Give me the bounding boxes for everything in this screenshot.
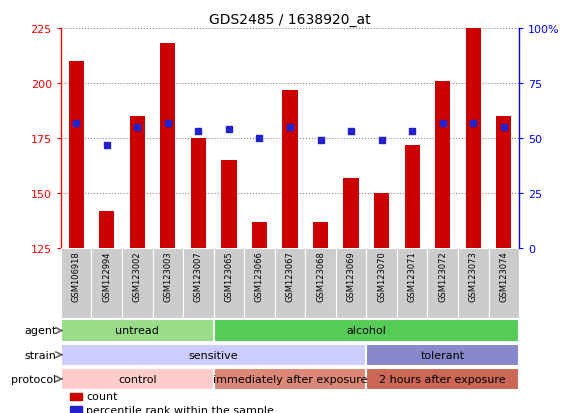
Bar: [61, 320, 213, 342]
Text: tolerant: tolerant: [420, 350, 465, 360]
Bar: [367, 248, 397, 318]
Bar: [70, 393, 82, 401]
Text: GSM123071: GSM123071: [408, 251, 416, 301]
Bar: [405, 145, 420, 248]
Text: GSM123070: GSM123070: [377, 251, 386, 301]
Bar: [153, 248, 183, 318]
Point: [163, 120, 172, 127]
Text: GSM123002: GSM123002: [133, 251, 142, 301]
Text: GSM122994: GSM122994: [102, 251, 111, 301]
Bar: [213, 368, 367, 390]
Point: [133, 124, 142, 131]
Text: GSM123073: GSM123073: [469, 251, 478, 301]
Point: [346, 129, 356, 135]
Bar: [61, 344, 367, 366]
Text: percentile rank within the sample: percentile rank within the sample: [86, 405, 274, 413]
Point: [377, 138, 386, 144]
Bar: [70, 406, 82, 413]
Bar: [252, 222, 267, 248]
Text: 2 hours after exposure: 2 hours after exposure: [379, 374, 506, 384]
Bar: [68, 62, 84, 248]
Bar: [222, 161, 237, 248]
Point: [255, 135, 264, 142]
Bar: [160, 44, 176, 248]
Text: alcohol: alcohol: [346, 326, 386, 336]
Bar: [427, 248, 458, 318]
Bar: [496, 117, 512, 248]
Point: [438, 120, 447, 127]
Bar: [336, 248, 367, 318]
Text: GSM123003: GSM123003: [164, 251, 172, 301]
Bar: [275, 248, 305, 318]
Bar: [244, 248, 275, 318]
Bar: [282, 90, 298, 248]
Bar: [313, 222, 328, 248]
Point: [408, 129, 417, 135]
Text: immediately after exposure: immediately after exposure: [213, 374, 367, 384]
Text: GSM123074: GSM123074: [499, 251, 508, 301]
Bar: [305, 248, 336, 318]
Bar: [122, 248, 153, 318]
Bar: [374, 194, 389, 248]
Text: GSM106918: GSM106918: [72, 251, 81, 301]
Point: [316, 138, 325, 144]
Bar: [367, 368, 519, 390]
Point: [194, 129, 203, 135]
Point: [469, 120, 478, 127]
Bar: [191, 139, 206, 248]
Text: agent: agent: [24, 326, 56, 336]
Text: GSM123066: GSM123066: [255, 251, 264, 301]
Bar: [458, 248, 488, 318]
Text: GSM123069: GSM123069: [347, 251, 356, 301]
Bar: [213, 320, 519, 342]
Point: [285, 124, 295, 131]
Bar: [397, 248, 427, 318]
Bar: [129, 117, 145, 248]
Text: sensitive: sensitive: [189, 350, 238, 360]
Text: GSM123068: GSM123068: [316, 251, 325, 301]
Text: count: count: [86, 392, 118, 401]
Text: untread: untread: [115, 326, 159, 336]
Text: GSM123007: GSM123007: [194, 251, 203, 301]
Text: strain: strain: [24, 350, 56, 360]
Title: GDS2485 / 1638920_at: GDS2485 / 1638920_at: [209, 12, 371, 26]
Bar: [61, 368, 213, 390]
Point: [71, 120, 81, 127]
Bar: [343, 178, 358, 248]
Text: GSM123067: GSM123067: [285, 251, 295, 301]
Bar: [488, 248, 519, 318]
Bar: [435, 82, 451, 248]
Text: control: control: [118, 374, 157, 384]
Bar: [183, 248, 213, 318]
Bar: [466, 29, 481, 248]
Point: [224, 126, 234, 133]
Point: [102, 142, 111, 149]
Bar: [367, 344, 519, 366]
Point: [499, 124, 509, 131]
Text: GSM123072: GSM123072: [438, 251, 447, 301]
Bar: [61, 248, 92, 318]
Bar: [213, 248, 244, 318]
Bar: [99, 211, 114, 248]
Text: protocol: protocol: [11, 374, 56, 384]
Bar: [92, 248, 122, 318]
Text: GSM123065: GSM123065: [224, 251, 233, 301]
